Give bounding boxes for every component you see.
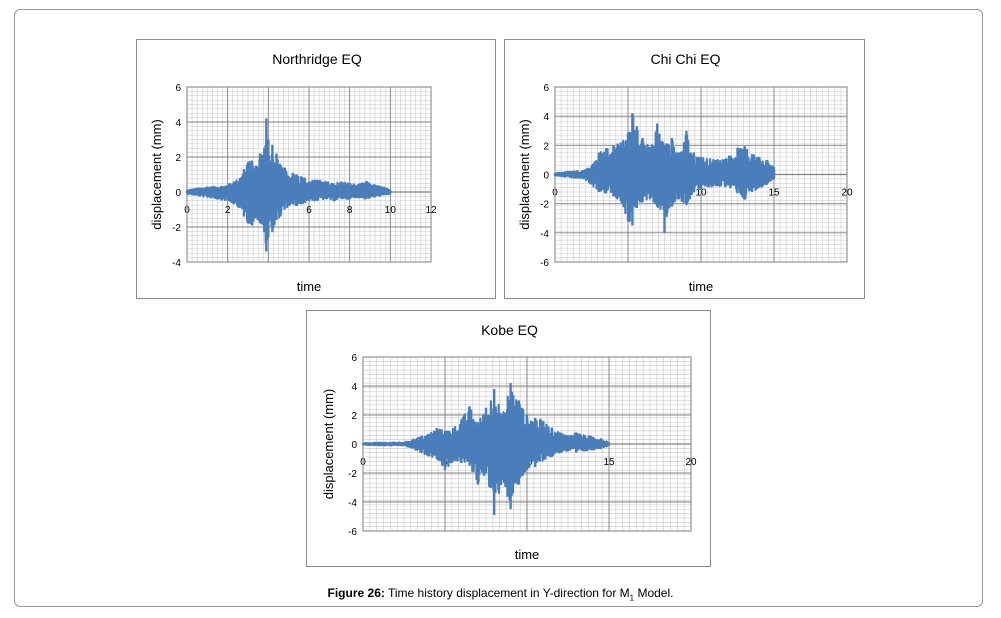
y-tick-label: -6 bbox=[540, 258, 549, 269]
caption-label: Figure 26: bbox=[327, 586, 385, 600]
y-axis-label: displacement (mm) bbox=[517, 119, 532, 230]
y-tick-label: 2 bbox=[175, 153, 181, 164]
chart-title: Northridge EQ bbox=[272, 51, 362, 67]
y-axis-label: displacement (mm) bbox=[321, 389, 336, 500]
y-tick-label: 4 bbox=[543, 112, 549, 123]
y-tick-label: 0 bbox=[351, 440, 357, 451]
y-tick-label: -2 bbox=[540, 200, 549, 211]
x-tick-label: 10 bbox=[385, 205, 397, 216]
x-tick-label: 6 bbox=[306, 205, 312, 216]
x-tick-label: 2 bbox=[225, 205, 231, 216]
y-tick-label: -4 bbox=[540, 229, 549, 240]
chart-title: Kobe EQ bbox=[481, 322, 538, 338]
caption-subscript: 1 bbox=[629, 593, 635, 603]
caption-text-end: Model. bbox=[634, 586, 674, 600]
x-tick-label: 15 bbox=[768, 188, 780, 199]
chart-panel-chichi: Chi Chi EQ05101520-6-4-20246timedisplace… bbox=[504, 39, 865, 299]
x-axis-label: time bbox=[515, 547, 540, 562]
y-axis-label: displacement (mm) bbox=[149, 119, 164, 230]
chart-title: Chi Chi EQ bbox=[650, 51, 720, 67]
y-tick-label: -2 bbox=[172, 223, 181, 234]
x-axis-label: time bbox=[297, 279, 322, 294]
caption-text: Time history displacement in Y-direction… bbox=[384, 586, 630, 600]
y-tick-label: -4 bbox=[172, 258, 181, 269]
y-tick-label: 0 bbox=[543, 171, 549, 182]
figure-caption: Figure 26: Time history displacement in … bbox=[0, 586, 1001, 602]
y-tick-label: -6 bbox=[348, 527, 357, 538]
y-tick-label: 6 bbox=[543, 83, 549, 94]
x-tick-label: 8 bbox=[347, 205, 353, 216]
y-tick-label: -2 bbox=[348, 469, 357, 480]
plot-area-border bbox=[186, 86, 432, 263]
x-tick-label: 15 bbox=[603, 457, 615, 468]
x-axis-label: time bbox=[689, 279, 714, 294]
y-tick-label: 0 bbox=[175, 188, 181, 199]
chart-svg: Chi Chi EQ05101520-6-4-20246timedisplace… bbox=[517, 51, 853, 294]
y-tick-label: 4 bbox=[175, 118, 181, 129]
x-tick-label: 10 bbox=[695, 188, 707, 199]
chart-panel-northridge: Northridge EQ024681012-4-20246timedispla… bbox=[136, 39, 496, 299]
y-tick-label: 2 bbox=[351, 411, 357, 422]
y-tick-label: 4 bbox=[351, 382, 357, 393]
y-tick-label: 6 bbox=[175, 83, 181, 94]
chart-panel-kobe: Kobe EQ05101520-6-4-20246timedisplacemen… bbox=[306, 310, 711, 567]
y-tick-label: -4 bbox=[348, 498, 357, 509]
chart-svg: Kobe EQ05101520-6-4-20246timedisplacemen… bbox=[321, 322, 697, 562]
chart-svg: Northridge EQ024681012-4-20246timedispla… bbox=[149, 51, 437, 294]
y-tick-label: 2 bbox=[543, 141, 549, 152]
y-tick-label: 6 bbox=[351, 353, 357, 364]
